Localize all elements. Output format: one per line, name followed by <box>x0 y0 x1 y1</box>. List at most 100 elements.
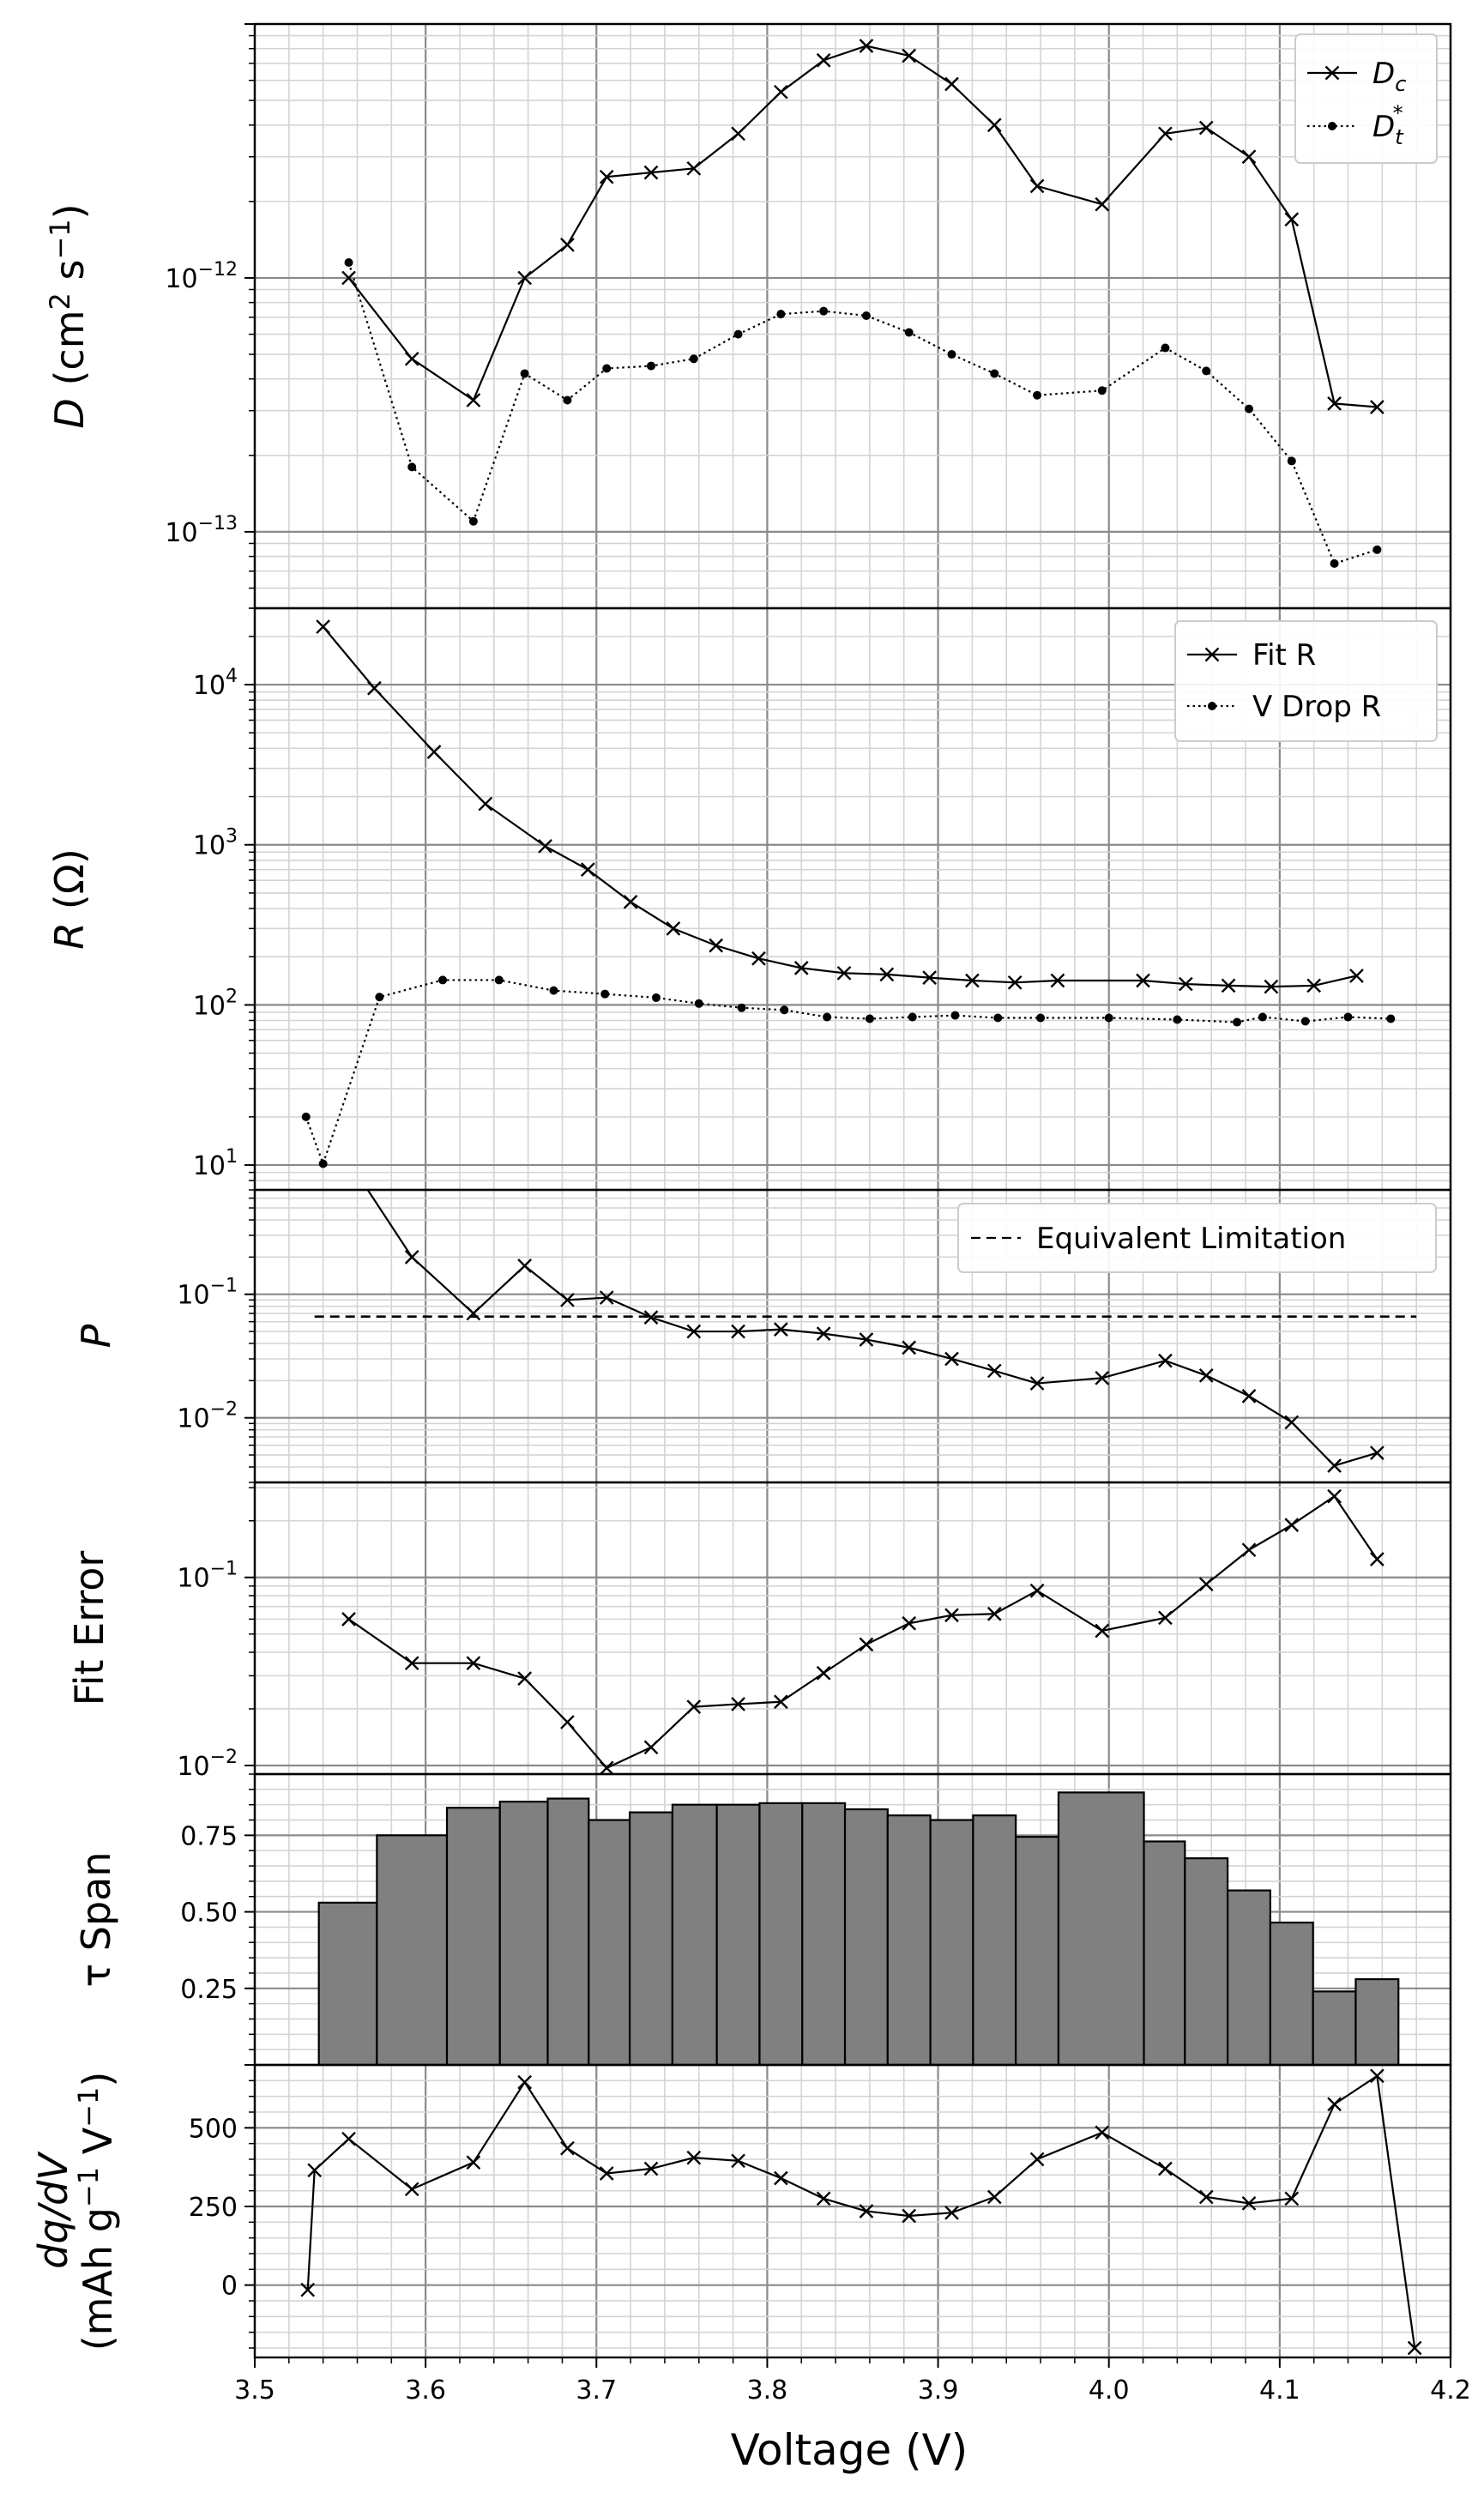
data-point <box>1036 1013 1046 1023</box>
x-tick-label: 3.8 <box>747 2375 788 2405</box>
y-tick-label: 0.75 <box>180 1821 238 1851</box>
y-tick-label: 104 <box>193 666 238 701</box>
series-layer <box>300 39 1422 2356</box>
data-point <box>965 973 980 988</box>
data-point <box>407 462 417 472</box>
legend-marker <box>1324 65 1340 81</box>
y-tick-label: 0 <box>221 2272 238 2302</box>
data-point <box>902 48 917 63</box>
data-point <box>1284 1518 1300 1532</box>
x-tick-label: 3.9 <box>918 2375 959 2405</box>
data-point <box>560 2140 575 2156</box>
data-point <box>1349 969 1364 983</box>
y-axis-title: D (cm2 s−1) <box>44 203 93 428</box>
data-point <box>823 1012 832 1022</box>
bar <box>1015 1836 1060 2067</box>
bar <box>972 1814 1017 2067</box>
data-point <box>793 961 809 975</box>
data-point <box>1158 126 1173 142</box>
data-point <box>1029 178 1045 194</box>
series-line <box>306 2073 1416 2349</box>
data-point <box>1095 196 1110 212</box>
data-point <box>1327 396 1342 411</box>
ticks-layer <box>244 23 1451 2368</box>
data-point <box>599 169 614 184</box>
data-point <box>902 1615 917 1631</box>
data-point <box>1258 1012 1267 1022</box>
bar <box>546 1797 590 2067</box>
data-point <box>466 393 481 407</box>
bar <box>1184 1857 1229 2067</box>
data-point <box>316 619 331 634</box>
data-point <box>1370 1446 1384 1460</box>
data-point <box>709 938 724 953</box>
bar <box>629 1811 674 2067</box>
data-point <box>731 1324 745 1339</box>
data-point <box>344 257 353 267</box>
panel-frame <box>253 2063 1452 2359</box>
data-point <box>774 84 788 100</box>
bar <box>376 1834 449 2067</box>
data-point <box>307 2163 323 2178</box>
data-point <box>1158 2161 1173 2176</box>
y-tick-label: 250 <box>189 2193 238 2223</box>
x-tick-label: 3.6 <box>405 2375 446 2405</box>
data-point <box>1029 1376 1045 1391</box>
legend-label: Fit R <box>1252 638 1316 673</box>
data-point <box>1284 1415 1300 1430</box>
data-point <box>694 999 703 1008</box>
series-group <box>341 39 1384 414</box>
series-group <box>316 619 1364 994</box>
data-point <box>404 1656 419 1671</box>
data-point <box>990 369 999 378</box>
data-point <box>494 975 504 985</box>
data-point <box>1095 1623 1110 1639</box>
data-point <box>902 2208 917 2224</box>
y-tick-label: 101 <box>193 1146 238 1181</box>
legend-box <box>957 1203 1437 1273</box>
series-group <box>300 2068 1422 2356</box>
data-point <box>1033 390 1042 400</box>
frame-layer <box>253 22 1452 2359</box>
data-point <box>751 951 766 966</box>
data-point <box>1327 1458 1342 1473</box>
data-point <box>686 2150 702 2165</box>
y-tick-label: 10−12 <box>165 259 238 294</box>
data-point <box>904 328 914 337</box>
y-tick-label: 10−13 <box>165 513 238 548</box>
y-axis-title: dq/dV <box>30 2151 76 2269</box>
data-point <box>1284 2191 1300 2206</box>
bar <box>886 1814 932 2067</box>
data-point <box>1287 456 1296 466</box>
data-point <box>560 1292 575 1307</box>
data-point <box>816 52 831 68</box>
data-point <box>643 1740 659 1755</box>
data-point <box>375 993 384 1002</box>
data-point <box>466 1306 481 1321</box>
data-point <box>1264 979 1279 994</box>
data-point <box>986 1363 1002 1379</box>
data-point <box>1050 973 1065 988</box>
x-tick-label: 4.2 <box>1430 2375 1471 2405</box>
series-group <box>301 975 1396 1168</box>
y-axis-title: Fit Error <box>66 1551 112 1706</box>
panel-frame <box>253 1481 1452 1776</box>
data-point <box>647 361 656 371</box>
data-point <box>1327 1488 1342 1504</box>
data-point <box>367 680 382 696</box>
bar <box>317 1901 378 2067</box>
data-point <box>643 165 659 180</box>
series-line <box>305 979 1391 1167</box>
data-point <box>602 364 612 373</box>
legend-label: Equivalent Limitation <box>1036 1222 1346 1256</box>
data-point <box>733 329 743 339</box>
series-line <box>347 262 1378 565</box>
data-point <box>404 351 419 366</box>
data-point <box>950 1011 960 1020</box>
x-tick-label: 3.5 <box>234 2375 275 2405</box>
data-point <box>341 2131 356 2146</box>
data-point <box>600 989 610 999</box>
y-axis-title: τ Span <box>73 1851 119 1987</box>
data-point <box>1095 2125 1110 2140</box>
data-point <box>908 1012 917 1022</box>
